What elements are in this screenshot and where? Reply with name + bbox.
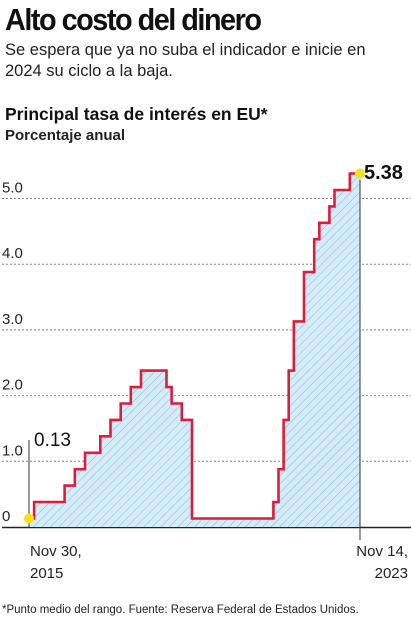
y-tick-label: 3.0	[2, 311, 23, 328]
subhead: Se espera que ya no suba el indicador e …	[5, 41, 366, 80]
x-label-date: Nov 14,	[356, 543, 408, 560]
footnote: *Punto medio del rango. Fuente: Reserva …	[2, 604, 359, 616]
series-area	[29, 173, 360, 527]
y-tick-label: 1.0	[2, 442, 23, 459]
x-label-year: 2023	[375, 565, 408, 582]
y-tick-label: 5.0	[2, 180, 23, 197]
rate-chart: 0 1.0 2.0 3.0 4.0 5.0 0.13 5.38 Nov 30, 2015 Nov 1…	[2, 162, 411, 582]
start-point	[24, 513, 34, 524]
y-tick-label: 2.0	[2, 377, 23, 394]
chart-subtitle: Porcentaje anual	[5, 127, 126, 144]
chart-title: Principal tasa de interés en EU*	[5, 104, 268, 124]
y-tick-label: 4.0	[2, 245, 23, 262]
x-label-year: 2015	[30, 565, 63, 582]
headline: Alto costo del dinero	[5, 2, 262, 37]
series-line	[29, 172, 360, 520]
x-label-date: Nov 30,	[30, 543, 82, 560]
end-point	[355, 168, 365, 179]
y-tick-label: 0	[2, 508, 10, 525]
end-value-label: 5.38	[364, 162, 403, 184]
start-value-label: 0.13	[34, 430, 71, 451]
